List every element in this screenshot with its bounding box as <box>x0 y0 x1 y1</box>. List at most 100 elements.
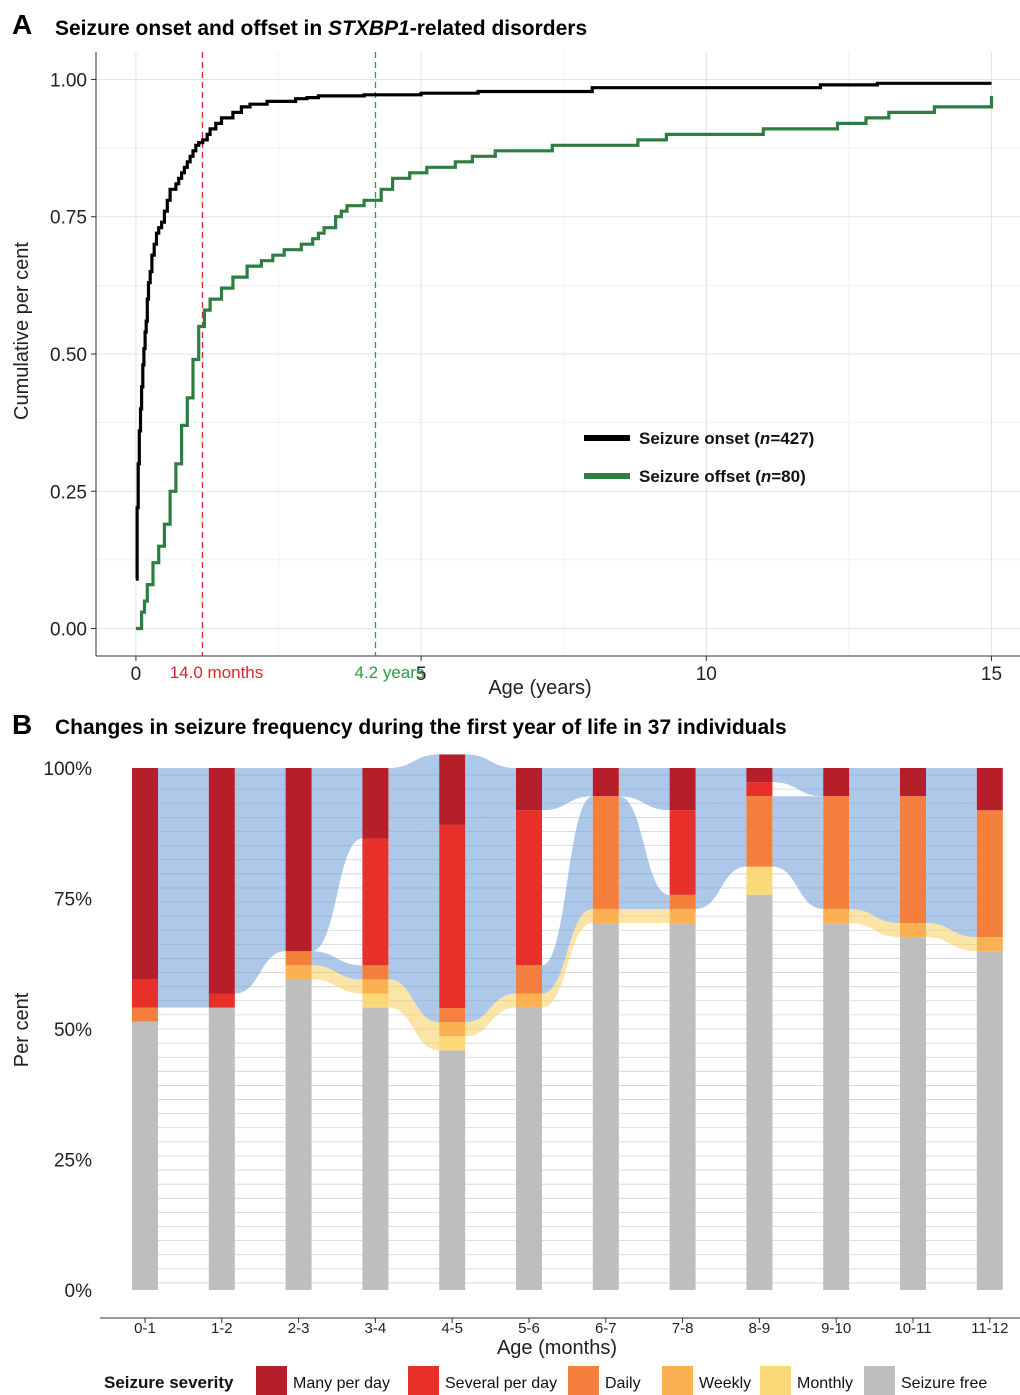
legend-swatch <box>864 1366 895 1395</box>
flow-ribbon <box>388 824 440 1009</box>
panel-a-x-ticks: 0 5 10 15 <box>131 656 1002 685</box>
bar-segment <box>976 951 1003 1290</box>
flow-ribbon <box>542 768 593 811</box>
panel-b-y-axis-title: Per cent <box>11 992 33 1067</box>
reference-line-label: 4.2 years <box>355 663 425 682</box>
flow-ribbon <box>465 965 516 1023</box>
panel-b-flows <box>157 754 977 1284</box>
y-tick-label: 25% <box>54 1151 92 1172</box>
bar-segment <box>900 923 926 938</box>
bar-segment <box>900 796 926 924</box>
y-tick-label: 0.00 <box>50 620 87 641</box>
panel-b-legend-title: Seizure severity <box>104 1373 234 1392</box>
bar-segment <box>976 937 1003 952</box>
bar-segment <box>132 768 158 980</box>
legend-label: Seizure free <box>901 1375 987 1392</box>
panel-b-legend: Seizure severity Many per day Several per… <box>104 1366 987 1395</box>
bar-segment <box>362 1007 389 1290</box>
flow-ribbon <box>849 908 900 938</box>
panel-a-letter: A <box>12 9 32 40</box>
bar-segment <box>592 908 619 924</box>
bar-segment <box>132 979 158 1008</box>
flow-ribbon <box>926 768 977 811</box>
x-tick-label: 3-4 <box>365 1320 387 1337</box>
legend-label: Several per day <box>445 1375 557 1392</box>
flow-ribbon <box>465 754 516 825</box>
legend-label: Monthly <box>797 1375 853 1392</box>
flow-ribbon <box>695 796 747 909</box>
flow-ribbon <box>926 796 977 938</box>
legend-label: Weekly <box>699 1375 751 1392</box>
bar-segment <box>900 937 926 1290</box>
bar-segment <box>362 993 389 1008</box>
legend-swatch <box>568 1366 599 1395</box>
y-tick-label: 1.00 <box>50 70 87 91</box>
y-tick-label: 50% <box>54 1020 92 1041</box>
legend-label: Many per day <box>293 1375 390 1392</box>
x-tick-label: 5 <box>416 664 427 685</box>
bar-segment <box>746 894 773 1290</box>
y-tick-label: 0.25 <box>50 482 87 503</box>
bar-segment <box>208 768 235 994</box>
bar-segment <box>592 796 619 909</box>
legend-swatch <box>408 1366 439 1395</box>
bar-segment <box>362 768 389 839</box>
x-tick-label: 8-9 <box>749 1320 771 1337</box>
panel-a-grid <box>96 52 1020 656</box>
bar-segment <box>362 838 389 966</box>
bar-segment <box>285 979 312 1290</box>
bar-segment <box>362 965 389 980</box>
legend-swatch <box>662 1366 693 1395</box>
bar-segment <box>746 796 773 867</box>
y-tick-label: 75% <box>54 890 92 911</box>
panel-a-y-axis-title: Cumulative per cent <box>11 242 33 420</box>
bar-segment <box>516 993 542 1008</box>
bar-segment <box>439 754 466 825</box>
bar-segment <box>362 979 389 994</box>
bar-segment <box>592 923 619 1290</box>
bar-segment <box>746 768 773 783</box>
legend-label: Daily <box>605 1375 641 1392</box>
y-tick-label: 100% <box>43 759 92 780</box>
bar-segment <box>592 768 619 797</box>
bar-segment <box>900 768 926 797</box>
flow-ribbon <box>618 908 670 924</box>
flow-ribbon <box>542 796 593 994</box>
legend-swatch <box>760 1366 791 1395</box>
flow-ribbon <box>158 768 209 994</box>
bar-segment <box>516 810 542 966</box>
bar-segment <box>208 993 235 1008</box>
bar-segment <box>132 1021 158 1290</box>
flow-ribbon <box>311 951 363 980</box>
bar-segment <box>823 923 850 1290</box>
bar-segment <box>516 1007 542 1290</box>
panel-b-y-ticks: 0% 25% 50% 75% 100% <box>43 759 92 1302</box>
x-tick-label: 4-5 <box>441 1320 463 1337</box>
x-tick-label: 6-7 <box>595 1320 617 1337</box>
panel-a-series <box>135 81 994 631</box>
bar-segment <box>439 1050 466 1290</box>
bar-segment <box>746 866 773 895</box>
x-tick-label: 10-11 <box>894 1320 931 1337</box>
y-tick-label: 0% <box>65 1281 93 1302</box>
x-tick-label: 15 <box>981 664 1002 685</box>
bar-segment <box>208 1007 235 1290</box>
bar-segment <box>285 965 312 980</box>
x-tick-label: 7-8 <box>672 1320 694 1337</box>
legend-label-onset: Seizure onset (n=427) <box>639 429 814 448</box>
bar-segment <box>823 908 850 924</box>
flow-ribbon <box>772 768 824 797</box>
flow-ribbon <box>311 768 363 952</box>
panel-b: B Changes in seizure frequency during th… <box>11 709 1020 1395</box>
panel-a-title: Seizure onset and offset in STXBP1-relat… <box>55 17 587 40</box>
bar-segment <box>439 1022 466 1037</box>
legend-label-offset: Seizure offset (n=80) <box>639 467 806 486</box>
flow-ribbon <box>234 768 286 994</box>
reference-line-label: 14.0 months <box>170 663 264 682</box>
flow-ribbon <box>542 908 593 1008</box>
bar-segment <box>976 768 1003 811</box>
bar-segment <box>439 1008 466 1023</box>
bar-segment <box>823 796 850 909</box>
flow-ribbon <box>388 979 440 1037</box>
